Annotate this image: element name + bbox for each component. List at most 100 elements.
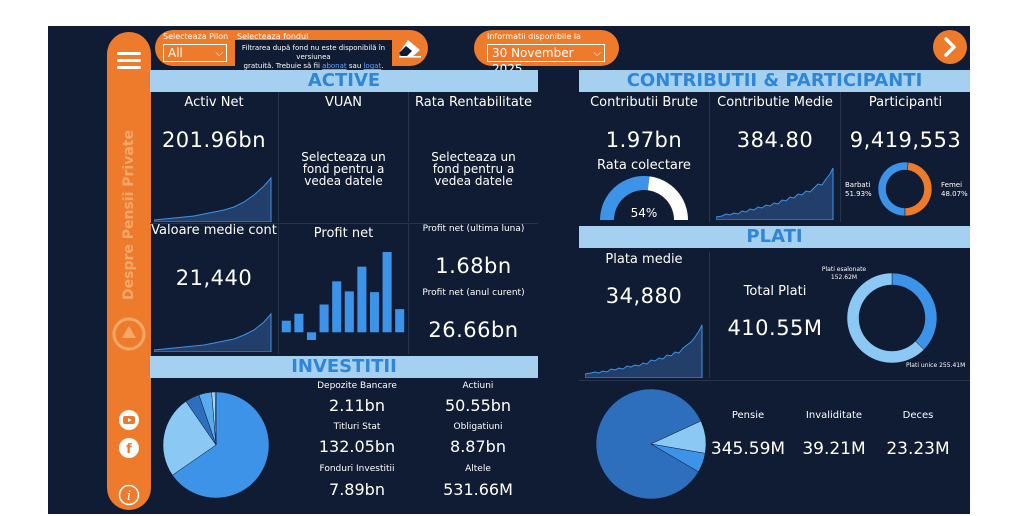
valoare-medie-sparkline — [154, 312, 272, 352]
contributii-brute-label: Contributii Brute — [590, 95, 698, 110]
gender-slice — [904, 161, 933, 217]
participanti-gender-donut — [877, 161, 933, 217]
pensie-label: Pensie — [731, 410, 765, 421]
divider — [278, 224, 279, 354]
investitii-title: INVESTITII — [150, 356, 538, 378]
profit-net-bar-chart — [281, 252, 405, 340]
pilon-select[interactable]: All ⌵ — [163, 44, 227, 62]
plati-donut-slice — [891, 272, 938, 350]
deces-value: 23.23M — [886, 439, 950, 459]
invest-label-obligatiuni: Obligatiuni — [453, 422, 503, 432]
hamburger-menu-icon[interactable] — [117, 50, 141, 72]
pensie-value: 345.59M — [710, 439, 786, 459]
divider — [579, 380, 970, 381]
vuan-label: VUAN — [324, 95, 363, 110]
divider — [150, 223, 538, 224]
invest-value-obligatiuni: 8.87bn — [450, 437, 506, 456]
plata-medie-value: 34,880 — [605, 284, 683, 308]
invest-value-fonduri: 7.89bn — [329, 480, 385, 499]
invest-value-altele: 531.66M — [443, 480, 513, 499]
profit-net-label: Profit net — [313, 226, 374, 241]
profit-bar — [395, 309, 405, 333]
esalonate-value: 152.62M — [830, 274, 858, 281]
contributie-medie-area — [716, 167, 834, 220]
vuan-message: Selecteaza un fond pentru a vedea datele — [301, 150, 386, 188]
rata-rentabilitate-message: Selecteaza un fond pentru a vedea datele — [431, 150, 516, 188]
pilon-select-value: All — [168, 46, 183, 60]
plati-title: PLATI — [579, 226, 970, 248]
profit-bar — [332, 281, 342, 333]
divider — [408, 92, 409, 222]
profit-bar — [369, 292, 380, 333]
invest-label-depozite: Depozite Bancare — [317, 381, 397, 391]
profit-bar — [319, 304, 329, 333]
chevron-down-icon: ⌵ — [215, 48, 223, 59]
total-plati-value: 410.55M — [727, 316, 823, 340]
profit-bar — [281, 320, 291, 333]
info-icon[interactable]: i — [118, 484, 140, 506]
valoare-medie-area — [154, 312, 272, 352]
esalonate-legend: Plati esalonate 152.62M — [814, 266, 874, 282]
fond-label: Selecteaza fondul — [237, 32, 309, 41]
barbati-legend: Barbati 51.93% — [845, 181, 872, 199]
plati-pie-chart — [595, 388, 707, 500]
filter-panel: Selecteaza Pilon All ⌵ Selecteaza fondul… — [155, 30, 428, 70]
barbati-label: Barbati — [845, 181, 871, 189]
fond-tooltip: Filtrarea după fond nu este disponibilă … — [235, 40, 392, 70]
femei-value: 48.07% — [941, 190, 968, 198]
brand-text: Despre Pensii Private — [121, 130, 137, 300]
rata-colectare-label: Rata colectare — [597, 158, 691, 173]
profit-luna-label: Profit net (ultima luna) — [422, 224, 525, 234]
total-plati-label: Total Plati — [743, 284, 807, 299]
next-page-button[interactable] — [933, 30, 967, 64]
info-label: Informatii disponibile la — [487, 32, 581, 41]
facebook-icon[interactable]: f — [119, 438, 139, 458]
gauge-value-arc — [600, 176, 650, 220]
plata-medie-area — [585, 324, 703, 378]
invaliditate-label: Invaliditate — [805, 410, 863, 421]
activ-net-sparkline — [154, 176, 272, 222]
svg-text:i: i — [127, 489, 131, 504]
investitii-pie-chart — [162, 391, 270, 499]
activ-net-area — [154, 176, 272, 222]
esalonate-label: Plati esalonate — [821, 266, 867, 273]
active-title: ACTIVE — [150, 70, 538, 92]
eraser-icon[interactable] — [398, 38, 422, 58]
participanti-label: Participanti — [868, 95, 943, 110]
plata-medie-sparkline — [585, 324, 703, 378]
profit-luna-value: 1.68bn — [435, 254, 512, 278]
divider — [709, 252, 710, 378]
plata-medie-label: Plata medie — [605, 252, 683, 267]
contributii-brute-value: 1.97bn — [605, 128, 683, 152]
invest-label-titluri: Titluri Stat — [333, 422, 381, 432]
sidebar: Despre Pensii Private f i — [107, 32, 151, 510]
valoare-medie-label: Valoare medie cont — [151, 223, 277, 238]
logat-link[interactable]: logat — [363, 62, 382, 70]
date-panel: Informatii disponibile la 30 November 20… — [474, 30, 619, 76]
youtube-icon[interactable] — [119, 410, 139, 430]
date-select[interactable]: 30 November 2025 ⌵ — [487, 44, 605, 76]
contributie-medie-label: Contributie Medie — [717, 95, 833, 110]
profit-bar — [294, 313, 304, 333]
svg-text:f: f — [126, 442, 132, 457]
divider — [278, 92, 279, 222]
deces-label: Deces — [902, 410, 934, 421]
divider — [408, 224, 409, 354]
divider — [840, 92, 841, 222]
barbati-value: 51.93% — [845, 190, 872, 198]
tooltip-line1: Filtrarea după fond nu este disponibilă … — [241, 44, 386, 61]
rata-colectare-value: 54% — [630, 206, 658, 220]
plati-slice — [650, 443, 706, 473]
invaliditate-value: 39.21M — [802, 439, 866, 459]
abonat-link[interactable]: abonat — [322, 62, 347, 70]
profit-bar — [306, 332, 317, 340]
invest-label-altele: Altele — [465, 464, 491, 474]
pilon-label: Selecteaza Pilon — [163, 32, 229, 41]
femei-label: Femei — [941, 181, 963, 189]
plati-slice — [595, 388, 702, 500]
valoare-medie-value: 21,440 — [175, 266, 253, 290]
femei-legend: Femei 48.07% — [941, 181, 968, 199]
activ-net-label: Activ Net — [184, 95, 244, 110]
profit-bar — [382, 252, 392, 333]
invest-value-depozite: 2.11bn — [329, 396, 385, 415]
